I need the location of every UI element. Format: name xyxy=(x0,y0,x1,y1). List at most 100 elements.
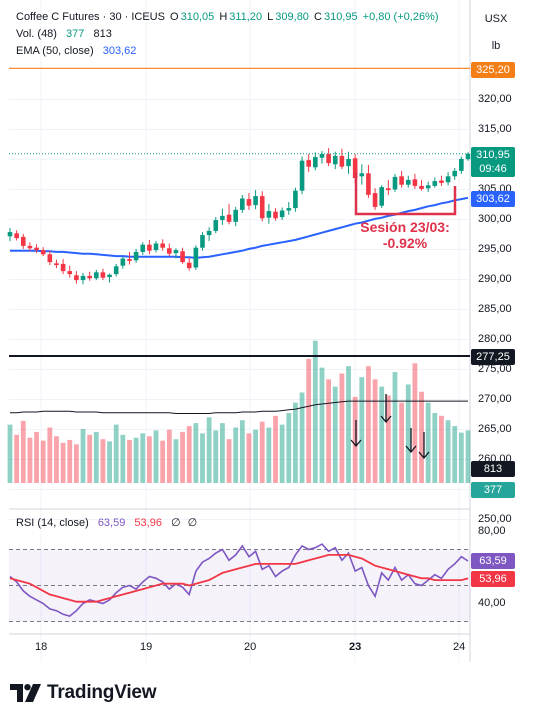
candle-body xyxy=(14,233,19,239)
candle xyxy=(74,271,79,284)
candle-body xyxy=(127,259,132,261)
rsi-band xyxy=(9,549,470,622)
candle-body xyxy=(293,190,298,209)
candle xyxy=(359,164,365,185)
candle xyxy=(439,175,444,186)
volume-bar xyxy=(93,431,99,483)
candle-body xyxy=(339,155,345,167)
low-label: L xyxy=(267,11,274,23)
price-grid xyxy=(9,0,471,662)
unit-label[interactable]: lb xyxy=(491,40,501,52)
ema-series-line xyxy=(10,196,469,259)
symbol-label[interactable]: Coffee C Futures · 30 · ICEUS xyxy=(16,11,165,23)
candle xyxy=(412,173,418,189)
volume-bar xyxy=(73,444,79,483)
volume-bar xyxy=(193,423,199,483)
volume-bar xyxy=(392,372,398,483)
candle xyxy=(419,179,424,191)
volume-bar xyxy=(127,439,132,483)
volume-arrow-head xyxy=(405,445,417,454)
volume-bar xyxy=(273,415,278,483)
ema-legend[interactable]: EMA (50, close) 303,62 xyxy=(16,43,138,59)
volume-bar xyxy=(47,427,53,483)
candle xyxy=(54,259,59,269)
candle xyxy=(160,239,165,251)
plot-background xyxy=(9,0,470,662)
rsi-empty-symbol-1: ∅ xyxy=(171,517,181,529)
candle-body xyxy=(419,185,424,189)
volume-bar xyxy=(458,432,464,483)
candle xyxy=(34,244,39,254)
candle xyxy=(180,247,185,264)
volume-bar xyxy=(339,373,345,483)
volume-bar xyxy=(113,424,119,483)
volume-bar xyxy=(180,431,185,483)
tradingview-logo[interactable]: TradingView xyxy=(10,682,157,704)
candle-body xyxy=(306,160,311,167)
candle-body xyxy=(173,250,179,254)
rsi-value-tag: 63,59 xyxy=(471,553,515,569)
candle-body xyxy=(54,263,59,266)
price-tick-label: 290,00 xyxy=(478,272,512,285)
volume-bar xyxy=(286,412,292,483)
low-value: 309,80 xyxy=(275,11,309,23)
volume-bar xyxy=(34,431,39,483)
last-price-tag: 310,95 09:46 xyxy=(471,147,515,177)
candle xyxy=(107,273,112,283)
volume-bar xyxy=(107,441,112,483)
candle-body xyxy=(100,272,106,278)
volume-bar xyxy=(372,379,378,483)
candle-body xyxy=(193,247,199,268)
rsi-legend[interactable]: RSI (14, close) 63,59 53,96 ∅ ∅ xyxy=(16,515,199,531)
candle-body xyxy=(452,170,458,177)
candle-body xyxy=(439,180,444,183)
ema-price-tag: 303,62 xyxy=(471,191,515,207)
volume-ma-line xyxy=(10,400,468,414)
candle-body xyxy=(160,243,165,248)
candle xyxy=(246,193,252,210)
candle-body xyxy=(379,187,385,206)
volume-bar xyxy=(352,396,358,483)
candle xyxy=(206,227,212,242)
volume-bar xyxy=(186,426,192,483)
volume-legend[interactable]: Vol. (48) 377 813 xyxy=(16,26,114,42)
currency-label[interactable]: USX xyxy=(484,13,508,25)
candle xyxy=(60,259,66,275)
candle xyxy=(253,190,258,210)
candle xyxy=(186,257,192,271)
candle xyxy=(27,242,33,252)
candle xyxy=(313,152,318,171)
open-label: O xyxy=(170,11,179,23)
candle-body xyxy=(313,157,318,168)
volume-bar xyxy=(319,367,325,483)
volume-bar xyxy=(425,402,431,483)
volume-last-tag: 377 xyxy=(471,482,515,498)
volume-bar xyxy=(120,434,126,483)
time-tick-label: 19 xyxy=(140,641,153,653)
candle-body xyxy=(432,181,438,186)
candle-body xyxy=(107,274,112,278)
candle-body xyxy=(220,215,225,221)
rsi-ma-line xyxy=(9,554,469,603)
candle-body xyxy=(399,176,404,185)
candle-body xyxy=(140,244,146,252)
candle xyxy=(7,227,13,242)
candle-body xyxy=(352,158,358,179)
candle xyxy=(386,179,391,195)
candle-body xyxy=(412,179,418,186)
candle xyxy=(332,151,338,170)
volume-bar xyxy=(246,433,252,483)
candle-body xyxy=(233,209,238,222)
volume-bar xyxy=(7,424,13,483)
candle xyxy=(40,247,46,257)
volume-bar xyxy=(226,439,232,483)
candle-body xyxy=(425,185,431,189)
candle xyxy=(113,263,119,277)
candle xyxy=(100,268,106,281)
price-tick-label: 300,00 xyxy=(478,212,512,225)
session-bracket xyxy=(354,172,457,216)
candle xyxy=(445,172,451,186)
volume-bar xyxy=(173,439,179,483)
volume-bar xyxy=(60,442,66,483)
volume-bar xyxy=(293,402,298,483)
